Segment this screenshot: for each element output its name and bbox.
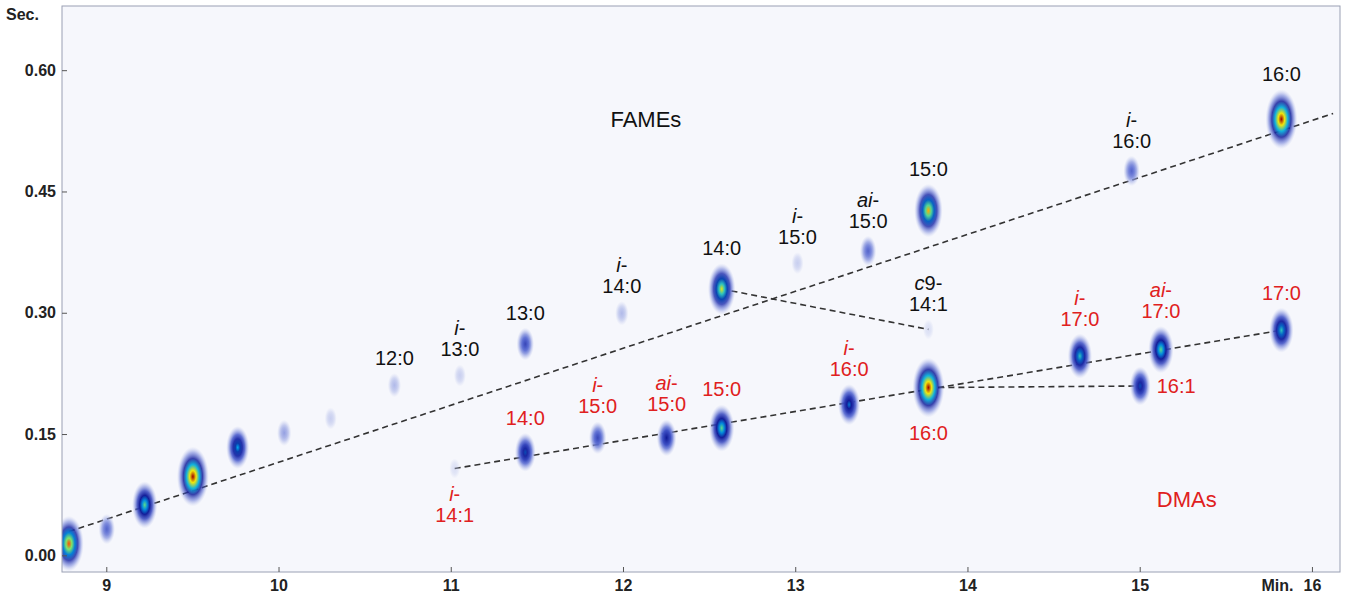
peak-spot [838, 384, 860, 425]
peak-spot [589, 421, 607, 454]
x-tick [106, 567, 107, 572]
y-tick [62, 70, 67, 71]
x-tick [967, 567, 968, 572]
peak-label: i-13:0 [440, 317, 479, 360]
peak-label: ai-15:0 [647, 372, 686, 415]
labels: FAMEs DMAs 12:0 i-13:0 13:0 i-14:0 14:0 i-15:0 a… [375, 63, 1301, 525]
peak-label: i-16:0 [830, 337, 869, 380]
x-tick [451, 567, 452, 572]
peak-label: i-15:0 [578, 374, 617, 417]
peak-label: i-17:0 [1060, 287, 1099, 330]
peak-spot [1269, 308, 1293, 353]
peak-spot [454, 364, 466, 386]
peak-label: 13:0 [506, 302, 545, 324]
peak-label: 17:0 [1262, 282, 1301, 304]
y-axis-title: Sec. [6, 6, 39, 23]
y-tick [62, 191, 67, 192]
peak-label: i-14:0 [602, 254, 641, 297]
peak-spot [515, 433, 536, 472]
peak-label: 15:0 [909, 158, 948, 180]
peak-spot [914, 184, 943, 238]
peak-spot [1068, 334, 1092, 379]
peak-spot [62, 516, 84, 572]
axes: 9 10 11 12 13 14 15 16 0.00 0.15 0.30 0.45 0.60 [25, 62, 1322, 594]
peak-spot [912, 358, 944, 418]
x-tick [623, 567, 624, 572]
x-tick-label: 12 [615, 577, 633, 594]
peak-spot [517, 328, 535, 361]
peak-label: i-15:0 [778, 205, 817, 248]
peak-label: 12:0 [375, 347, 414, 369]
plot-frame [62, 6, 1340, 572]
x-tick [279, 567, 280, 572]
peak-spot [657, 419, 677, 456]
peak-label: ai-17:0 [1141, 279, 1180, 322]
peak-spot [325, 407, 337, 429]
peak-spot [449, 458, 460, 478]
y-tick-label: 0.45 [25, 183, 56, 200]
chart: 9 10 11 12 13 14 15 16 0.00 0.15 0.30 0.45 0.60 Sec. M… [0, 0, 1347, 600]
x-tick-label: 16 [1304, 577, 1322, 594]
peak-spot [708, 263, 736, 315]
y-tick [62, 555, 67, 556]
plot-background [62, 6, 1340, 572]
x-tick [795, 567, 796, 572]
peak-spot [1123, 156, 1140, 187]
y-tick-label: 0.15 [25, 426, 56, 443]
peak-label: 16:0 [1262, 63, 1301, 85]
peak-spot [791, 252, 803, 274]
plot-area [62, 89, 1333, 571]
x-axis-title: Min. [1262, 577, 1294, 594]
peak-spot [277, 420, 291, 446]
peak-spot [226, 426, 249, 469]
y-tick-label: 0.30 [25, 304, 56, 321]
guide-line [722, 289, 929, 329]
x-tick [1312, 567, 1313, 572]
x-tick-label: 9 [102, 577, 111, 594]
peak-label: i-16:0 [1112, 109, 1151, 152]
peak-spot [99, 514, 116, 545]
peak-spot [388, 373, 401, 397]
x-tick-label: 15 [1131, 577, 1149, 594]
annotation: DMAs [1157, 487, 1217, 512]
guide-line [69, 114, 1333, 532]
peak-label: 14:0 [506, 407, 545, 429]
peak-label: 15:0 [702, 378, 741, 400]
x-tick [1140, 567, 1141, 572]
peak-label: ai-15:0 [849, 189, 888, 232]
peak-spot [615, 301, 628, 325]
peak-spot [709, 404, 734, 451]
y-tick [62, 313, 67, 314]
peak-label: i-14:1 [435, 483, 474, 526]
peak-label: c9-14:1 [909, 272, 948, 315]
peak-spot [1130, 367, 1151, 406]
x-tick-label: 14 [959, 577, 977, 594]
annotation: FAMEs [610, 107, 681, 132]
x-tick-label: 13 [787, 577, 805, 594]
guide-line [928, 386, 1140, 388]
peak-label: 16:1 [1157, 375, 1196, 397]
x-tick-label: 10 [270, 577, 288, 594]
peak-spot [1148, 326, 1173, 373]
y-tick-label: 0.00 [25, 547, 56, 564]
peak-spot [923, 319, 934, 339]
peak-label: 14:0 [702, 237, 741, 259]
y-tick-label: 0.60 [25, 62, 56, 79]
x-tick-label: 11 [443, 577, 460, 594]
peak-spot [177, 447, 209, 507]
peak-label: 16:0 [909, 422, 948, 444]
y-tick [62, 434, 67, 435]
peak-spot [860, 236, 877, 267]
peak-spot [1265, 89, 1297, 149]
peak-spot [132, 481, 157, 528]
